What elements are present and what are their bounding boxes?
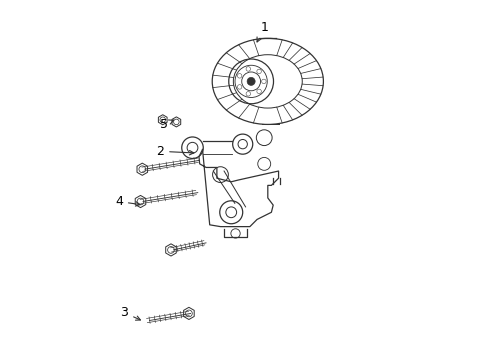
Text: 4: 4 [115,195,140,208]
Text: 5: 5 [160,118,173,131]
Text: 3: 3 [120,306,140,320]
Text: 1: 1 [257,21,267,42]
Circle shape [246,77,255,85]
Text: 2: 2 [156,145,193,158]
